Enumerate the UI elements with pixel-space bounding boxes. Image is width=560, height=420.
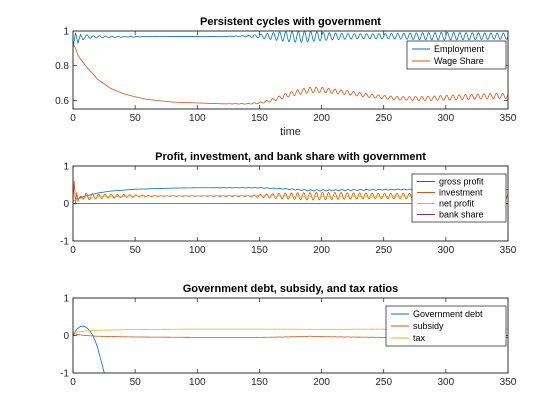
x-tick-label: 300 [438, 245, 455, 256]
legend: Employment Wage Share [406, 40, 507, 70]
x-tick-label: 0 [70, 113, 76, 124]
x-tick-label: 0 [70, 377, 76, 388]
x-tick-label: 200 [313, 113, 330, 124]
y-tick-label: 1 [63, 27, 69, 38]
x-tick-label: 0 [70, 245, 76, 256]
x-tick-label: 350 [500, 245, 517, 256]
y-tick-label: 0.8 [55, 61, 69, 72]
x-tick-label: 250 [375, 113, 392, 124]
subplot-1: Persistent cycles with government 0 50 100 1… [55, 16, 517, 138]
x-tick-label: 100 [189, 377, 206, 388]
x-tick-label: 100 [189, 113, 206, 124]
x-axis-label: time [280, 126, 301, 138]
y-tick-label: 0 [63, 331, 69, 342]
plot-title: Government debt, subsidy, and tax ratios [183, 283, 399, 295]
x-tick-label: 100 [189, 245, 206, 256]
series-line-wage-share [73, 42, 508, 105]
y-tick-label: 0.6 [55, 96, 69, 107]
x-tick-label: 50 [130, 113, 142, 124]
x-tick-label: 50 [130, 377, 142, 388]
legend-label: subsidy [413, 321, 444, 331]
legend-box [406, 40, 507, 70]
x-tick-label: 300 [438, 113, 455, 124]
x-tick-label: 150 [251, 245, 268, 256]
y-tick-label: 0 [63, 199, 69, 210]
legend-label: Government debt [413, 309, 483, 319]
axes-frame [72, 30, 509, 110]
plot-title: Persistent cycles with government [200, 16, 381, 28]
legend: Government debt subsidy tax [385, 305, 507, 347]
legend-label: bank share [439, 210, 484, 220]
y-tick-label: -1 [60, 237, 69, 248]
legend-label: net profit [439, 199, 475, 209]
plot-title: Profit, investment, and bank share with … [155, 151, 426, 163]
series-group [73, 31, 508, 105]
subplot-2: Profit, investment, and bank share with … [60, 151, 517, 256]
series-line-employment [73, 31, 508, 49]
x-tick-label: 50 [130, 245, 142, 256]
legend-label: investment [439, 188, 483, 198]
x-tick-label: 200 [313, 377, 330, 388]
y-tick-label: 1 [63, 162, 69, 173]
x-tick-label: 350 [500, 377, 517, 388]
x-tick-label: 250 [375, 245, 392, 256]
legend-label: Employment [434, 44, 485, 54]
legend-label: gross profit [439, 177, 484, 187]
subplot-3: Government debt, subsidy, and tax ratios… [60, 283, 517, 388]
x-tick-label: 350 [500, 113, 517, 124]
y-tick-label: 1 [63, 294, 69, 305]
x-tick-label: 200 [313, 245, 330, 256]
x-tick-label: 150 [251, 377, 268, 388]
x-tick-label: 150 [251, 113, 268, 124]
legend-label: Wage Share [434, 56, 484, 66]
series-line-government-debt [73, 325, 105, 373]
x-tick-label: 250 [375, 377, 392, 388]
y-tick-label: -1 [60, 369, 69, 380]
legend-label: tax [413, 333, 426, 343]
x-tick-label: 300 [438, 377, 455, 388]
